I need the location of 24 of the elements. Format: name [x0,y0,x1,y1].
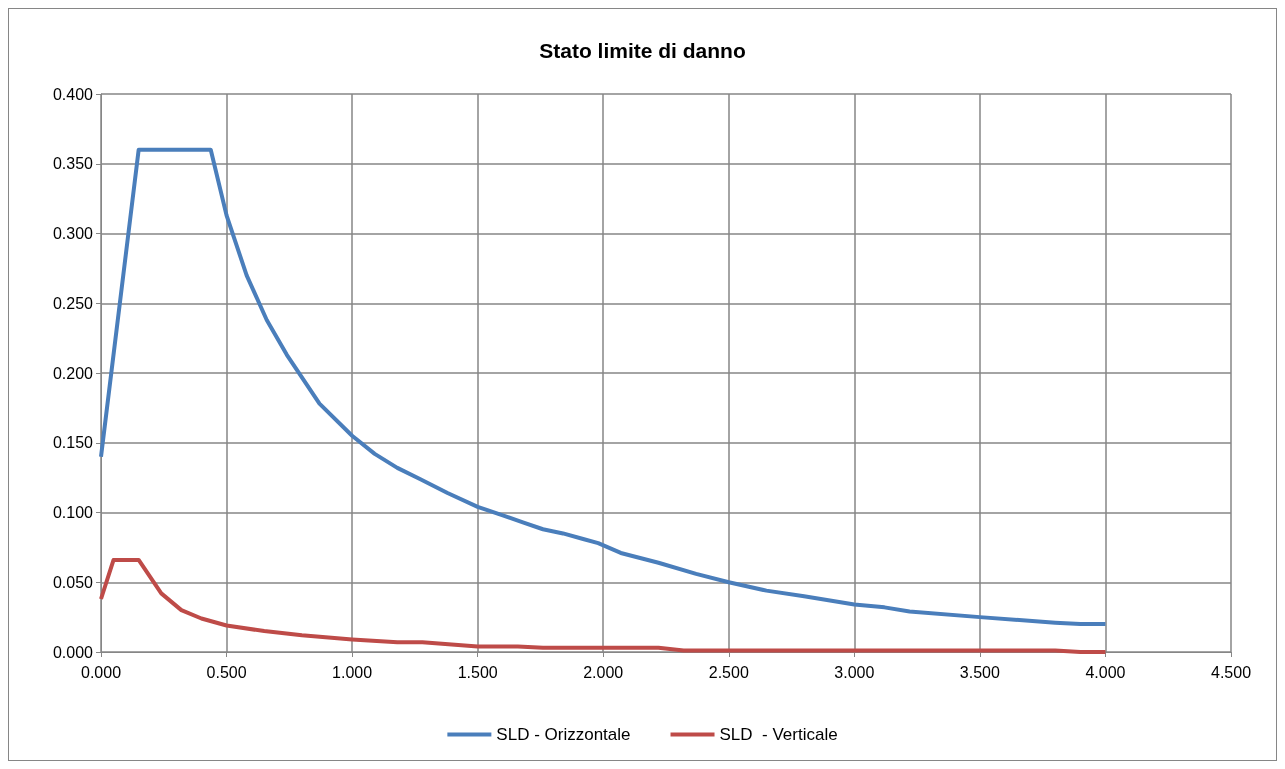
line-series [99,557,1108,654]
y-tick-label: 0.250 [52,294,94,312]
x-tick-label: 4.000 [1085,663,1126,681]
x-tick-label: 3.500 [959,663,1001,681]
x-tick-label: 0.500 [206,663,247,681]
x-tick-label: 1.000 [332,663,373,681]
y-tick-label: 0.000 [52,643,94,661]
x-tick-label: 4.500 [1210,663,1252,681]
x-tick-label: 2.000 [583,663,624,681]
y-tick-label: 0.050 [52,573,94,591]
y-tick-label: 0.150 [52,434,94,452]
x-tick-label: 0.000 [80,663,122,681]
y-tick-label: 0.100 [52,504,94,521]
y-tick-label: 0.300 [52,225,94,242]
legend-label: SLD - Orizzontale [496,725,631,744]
x-tick-label: 2.500 [708,663,749,681]
legend-label: SLD - Verticale [719,725,838,744]
y-tick-label: 0.350 [52,155,94,173]
y-tick-label: 0.200 [52,364,94,382]
x-tick-label: 1.500 [457,663,498,681]
y-tick-label: 0.400 [52,85,94,103]
line-series [99,147,1108,627]
chart-title: Stato limite di danno [539,39,746,62]
x-tick-label: 3.000 [834,663,875,681]
